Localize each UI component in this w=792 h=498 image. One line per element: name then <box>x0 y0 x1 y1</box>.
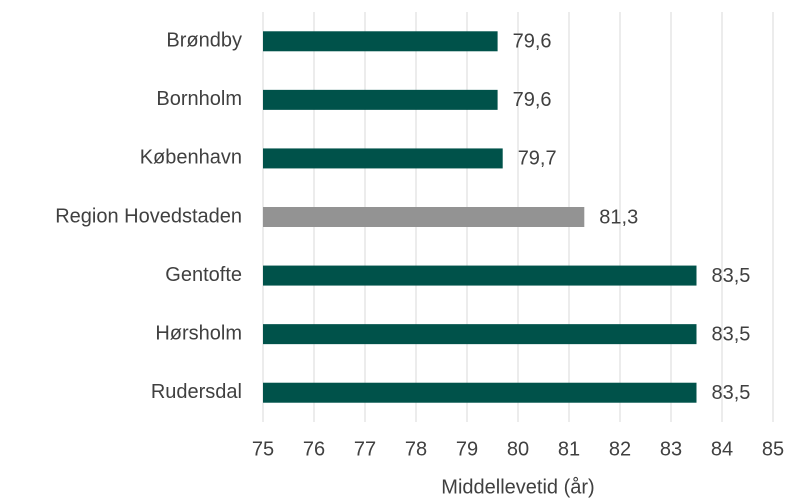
y-tick-label: Region Hovedstaden <box>55 205 242 227</box>
bar <box>263 382 697 403</box>
value-label: 83,5 <box>712 265 751 287</box>
value-label: 79,6 <box>513 31 552 53</box>
bar <box>263 207 585 227</box>
x-tick-label: 83 <box>660 438 682 460</box>
value-label: 79,7 <box>518 148 557 170</box>
x-tick-label: 79 <box>456 438 478 460</box>
x-tick-label: 78 <box>405 438 427 460</box>
x-tick-label: 85 <box>762 438 784 460</box>
x-tick-label: 76 <box>303 438 325 460</box>
y-tick-label: Rudersdal <box>151 381 242 403</box>
value-label: 83,5 <box>712 382 751 404</box>
value-label: 81,3 <box>599 206 638 228</box>
x-tick-label: 82 <box>609 438 631 460</box>
value-label: 83,5 <box>712 323 751 345</box>
value-label: 79,6 <box>513 89 552 111</box>
bar <box>263 31 498 52</box>
bar <box>263 265 697 286</box>
y-tick-label: Brøndby <box>166 30 242 52</box>
bar <box>263 89 498 110</box>
x-tick-label: 81 <box>558 438 580 460</box>
y-tick-label: Bornholm <box>156 88 242 110</box>
bar <box>263 148 503 169</box>
bar <box>263 324 697 345</box>
x-tick-label: 84 <box>711 438 733 460</box>
x-tick-label: 80 <box>507 438 529 460</box>
x-tick-label: 75 <box>252 438 274 460</box>
y-tick-label: København <box>140 147 242 169</box>
x-axis-label: Middellevetid (år) <box>441 476 594 498</box>
y-tick-label: Gentofte <box>165 264 242 286</box>
y-tick-label: Hørsholm <box>155 322 242 344</box>
x-tick-label: 77 <box>354 438 376 460</box>
